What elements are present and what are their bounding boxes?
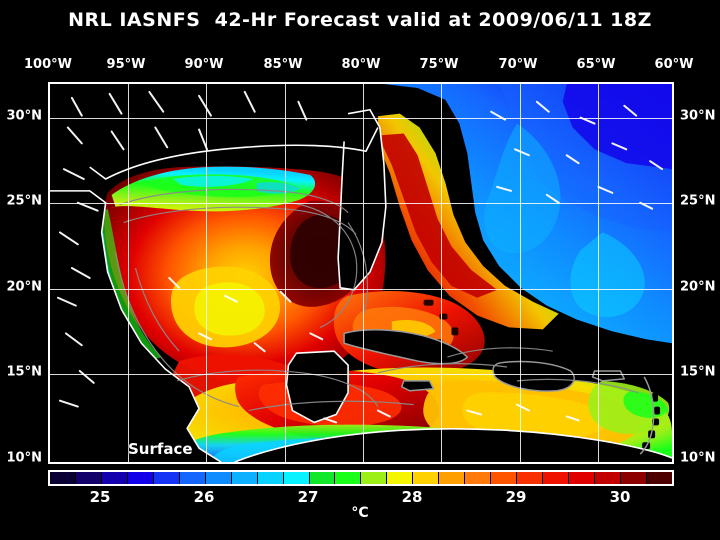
colorbar-segment-21: [595, 472, 621, 484]
annotation-line-1: Surface: [128, 440, 193, 458]
figure-title: NRL IASNFS 42-Hr Forecast valid at 2009/…: [68, 9, 652, 31]
map-annotation: Surface Temperature: [128, 369, 236, 462]
lon-label-100w: 100°W: [24, 57, 72, 72]
colorbar-segment-16: [465, 472, 492, 484]
colorbar-tick-29: 29: [505, 488, 527, 506]
colorbar-segment-0: [50, 472, 76, 484]
colorbar-segment-5: [179, 472, 206, 484]
lon-label-70w: 70°W: [498, 57, 538, 72]
colorbar-tick-28: 28: [401, 488, 423, 506]
lon-label-65w: 65°W: [576, 57, 616, 72]
lat-label-right-25n: 25°N: [680, 193, 716, 209]
colorbar-segment-22: [620, 472, 647, 484]
colorbar-segment-6: [205, 472, 232, 484]
colorbar-segment-9: [283, 472, 310, 484]
lat-label-left-10n: 10°N: [6, 450, 42, 466]
lon-label-60w: 60°W: [654, 57, 694, 72]
colorbar-tick-25: 25: [89, 488, 111, 506]
colorbar-segment-13: [387, 472, 414, 484]
colorbar-unit-label: °C: [351, 505, 369, 521]
lon-label-75w: 75°W: [419, 57, 459, 72]
lat-label-right-20n: 20°N: [680, 279, 716, 295]
lat-label-left-15n: 15°N: [6, 364, 42, 380]
map-plot-area[interactable]: Surface Temperature: [48, 82, 674, 464]
lat-label-right-10n: 10°N: [680, 450, 716, 466]
colorbar-segment-19: [543, 472, 570, 484]
colorbar-segment-20: [569, 472, 596, 484]
colorbar-tick-30: 30: [609, 488, 631, 506]
colorbar-segment-23: [646, 472, 672, 484]
colorbar-segment-17: [491, 472, 518, 484]
colorbar-segment-10: [309, 472, 336, 484]
lon-label-85w: 85°W: [263, 57, 303, 72]
lon-label-80w: 80°W: [341, 57, 381, 72]
colorbar-tick-27: 27: [297, 488, 319, 506]
sst-field: [50, 84, 672, 462]
colorbar-segment-3: [127, 472, 154, 484]
colorbar-segment-7: [231, 472, 258, 484]
lat-label-left-30n: 30°N: [6, 108, 42, 124]
lat-label-right-15n: 15°N: [680, 364, 716, 380]
colorbar-segment-2: [101, 472, 128, 484]
colorbar-segment-12: [361, 472, 388, 484]
colorbar-segment-4: [153, 472, 180, 484]
lon-label-90w: 90°W: [184, 57, 224, 72]
lon-label-95w: 95°W: [106, 57, 146, 72]
colorbar-segment-11: [335, 472, 362, 484]
colorbar-segment-1: [75, 472, 102, 484]
colorbar-segment-8: [257, 472, 284, 484]
lat-label-left-20n: 20°N: [6, 279, 42, 295]
colorbar-segment-18: [517, 472, 544, 484]
colorbar-tick-26: 26: [193, 488, 215, 506]
lat-label-left-25n: 25°N: [6, 193, 42, 209]
colorbar[interactable]: [48, 470, 674, 486]
lat-label-right-30n: 30°N: [680, 108, 716, 124]
colorbar-segment-14: [413, 472, 440, 484]
colorbar-segment-15: [439, 472, 466, 484]
